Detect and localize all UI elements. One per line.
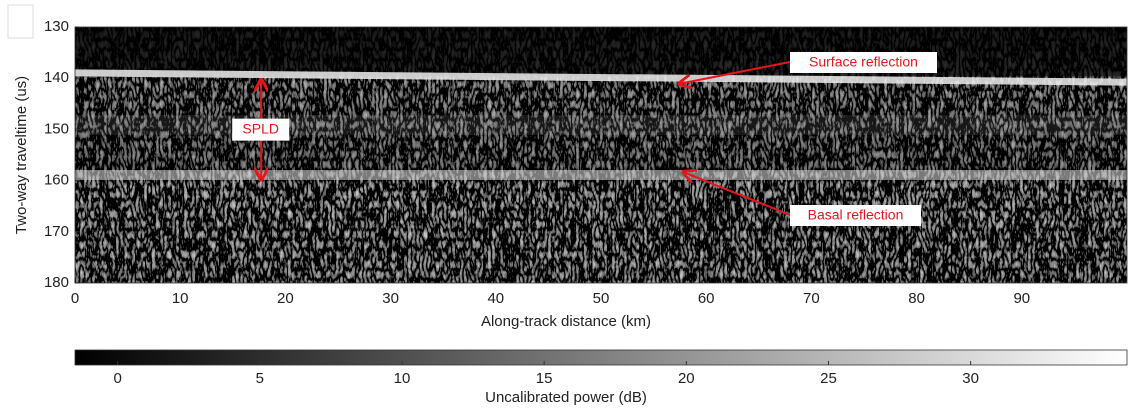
span-box <box>232 118 290 141</box>
x-tick-label: 70 <box>803 290 820 307</box>
annotation-text: Basal reflection <box>808 207 904 223</box>
x-tick-label: 0 <box>71 290 79 307</box>
annotation-text: Surface reflection <box>809 54 918 70</box>
layer-band <box>75 115 1127 135</box>
span-text: SPLD <box>242 120 279 136</box>
x-axis-label: Along-track distance (km) <box>481 313 651 330</box>
colorbar-tick-label: 30 <box>962 370 979 387</box>
x-tick-label: 30 <box>382 290 399 307</box>
x-tick-label: 90 <box>1013 290 1030 307</box>
colorbar-tick-label: 5 <box>256 370 264 387</box>
image-shade <box>75 27 1127 283</box>
y-tick-label: 140 <box>44 69 69 86</box>
colorbar-tick-label: 25 <box>820 370 837 387</box>
colorbar <box>74 349 1128 366</box>
blank-box <box>7 4 34 39</box>
basal-band <box>75 170 1127 180</box>
y-tick-label: 180 <box>44 274 69 291</box>
x-tick-label: 40 <box>487 290 504 307</box>
y-tick-label: 160 <box>44 172 69 189</box>
annotation-box <box>790 205 921 226</box>
y-tick-label: 150 <box>44 120 69 137</box>
x-tick-label: 80 <box>908 290 925 307</box>
colorbar-label: Uncalibrated power (dB) <box>485 389 647 406</box>
annotation-arrow <box>679 61 791 84</box>
surface-band <box>75 69 1127 86</box>
colorbar-tick-label: 15 <box>536 370 553 387</box>
x-tick-label: 50 <box>593 290 610 307</box>
y-tick-label: 130 <box>44 18 69 35</box>
colorbar-tick-label: 0 <box>113 370 121 387</box>
colorbar-tick-label: 20 <box>678 370 695 387</box>
annotation-arrow <box>683 172 791 216</box>
x-tick-label: 10 <box>172 290 189 307</box>
x-tick-label: 20 <box>277 290 294 307</box>
colorbar-tick-label: 10 <box>394 370 411 387</box>
annotation-box <box>790 52 937 73</box>
x-tick-label: 60 <box>698 290 715 307</box>
y-tick-label: 170 <box>44 223 69 240</box>
radargram-image <box>75 27 1127 283</box>
y-axis-label: Two-way traveltime (us) <box>13 76 30 234</box>
